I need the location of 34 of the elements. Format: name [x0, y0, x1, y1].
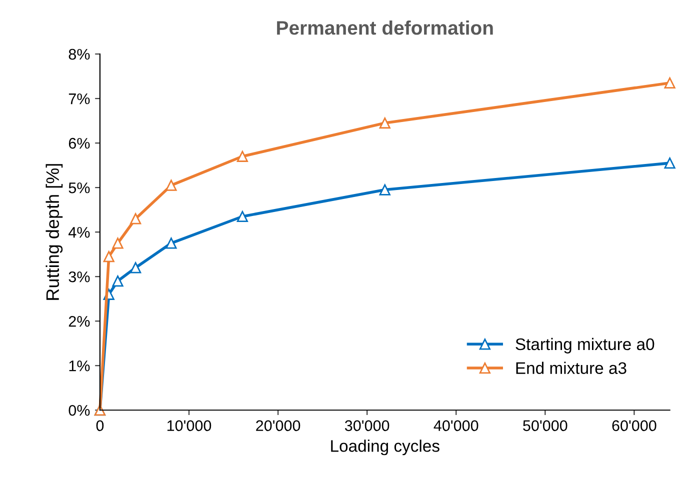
x-axis-title: Loading cycles [331, 440, 440, 456]
point [236, 150, 248, 162]
y-tick-label: 4% [68, 227, 90, 238]
legend-label: Starting mixture a0 [516, 338, 654, 354]
y-tick-label: 7% [68, 93, 90, 104]
x-tick-label: 50'000 [523, 420, 568, 432]
y-tick-label: 1% [69, 360, 90, 372]
point [664, 77, 676, 89]
point [166, 180, 177, 191]
x-tick-label: 60'000 [612, 420, 656, 432]
point [130, 213, 142, 224]
point [112, 275, 124, 287]
legend-label: End mixture a3 [516, 362, 626, 374]
point [379, 117, 390, 129]
y-tick-label: 2% [68, 316, 90, 327]
x-tick-label: 30'000 [344, 420, 390, 432]
y-tick-label: 6% [68, 138, 90, 149]
y-axis-title: Rutting depth [%] [46, 164, 63, 300]
x-tick-label: 20'000 [256, 420, 300, 432]
y-tick-label: 8% [68, 48, 90, 60]
chart-title: Permanent deformation [277, 20, 493, 35]
point [166, 238, 177, 249]
y-tick-label: 5% [68, 182, 90, 194]
x-tick-label: 10'000 [167, 420, 212, 432]
y-tick-label: 3% [68, 271, 90, 282]
point [103, 250, 114, 262]
point [236, 210, 248, 222]
point [664, 158, 676, 169]
x-tick-label: 40'000 [434, 420, 478, 432]
point [379, 184, 390, 196]
x-tick-label: 0 [96, 420, 104, 432]
y-tick-label: 0% [68, 404, 90, 416]
point [130, 262, 142, 274]
point [112, 238, 124, 249]
